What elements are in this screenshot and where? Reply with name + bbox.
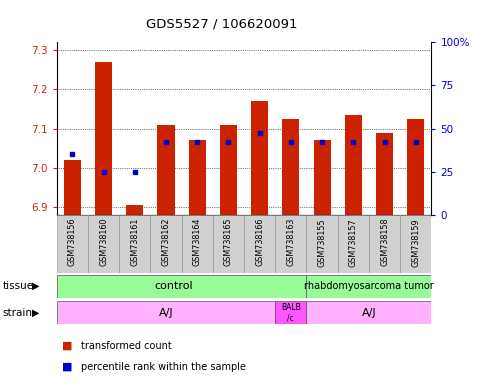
Text: A/J: A/J [362,308,376,318]
Bar [407,119,424,215]
Text: BALB
/c: BALB /c [281,303,301,323]
Text: GSM738155: GSM738155 [317,218,326,266]
Text: GSM738156: GSM738156 [68,218,77,266]
Text: transformed count: transformed count [81,341,172,351]
Text: ▶: ▶ [32,281,39,291]
Text: GSM738161: GSM738161 [130,218,139,266]
Bar [57,301,275,324]
Bar [119,215,150,273]
Bar [88,215,119,273]
Bar [157,125,175,215]
Text: control: control [154,281,193,291]
Bar [126,205,143,215]
Bar [64,160,81,215]
Text: tissue: tissue [2,281,34,291]
Bar [275,215,307,273]
Bar [338,215,369,273]
Text: GSM738160: GSM738160 [99,218,108,266]
Text: GSM738166: GSM738166 [255,218,264,266]
Bar [251,101,268,215]
Bar [213,215,244,273]
Text: GSM738159: GSM738159 [411,218,420,266]
Bar [244,215,275,273]
Text: GSM738165: GSM738165 [224,218,233,266]
Text: A/J: A/J [159,308,173,318]
Bar [307,215,338,273]
Bar [275,301,307,324]
Text: GDS5527 / 106620091: GDS5527 / 106620091 [146,17,298,30]
Text: ■: ■ [62,341,72,351]
Bar [369,215,400,273]
Bar [307,275,431,298]
Bar [282,119,299,215]
Bar [57,215,88,273]
Bar [95,62,112,215]
Bar [376,132,393,215]
Bar [181,215,213,273]
Text: GSM738157: GSM738157 [349,218,358,266]
Bar [189,141,206,215]
Text: ▶: ▶ [32,308,39,318]
Bar [220,125,237,215]
Bar [345,115,362,215]
Text: GSM738158: GSM738158 [380,218,389,266]
Text: rhabdomyosarcoma tumor: rhabdomyosarcoma tumor [304,281,434,291]
Text: GSM738164: GSM738164 [193,218,202,266]
Text: GSM738162: GSM738162 [162,218,171,266]
Text: percentile rank within the sample: percentile rank within the sample [81,362,246,372]
Bar [150,215,181,273]
Text: GSM738163: GSM738163 [286,218,295,266]
Bar [307,301,431,324]
Bar [57,275,307,298]
Text: strain: strain [2,308,33,318]
Bar [314,141,331,215]
Bar [400,215,431,273]
Text: ■: ■ [62,362,72,372]
